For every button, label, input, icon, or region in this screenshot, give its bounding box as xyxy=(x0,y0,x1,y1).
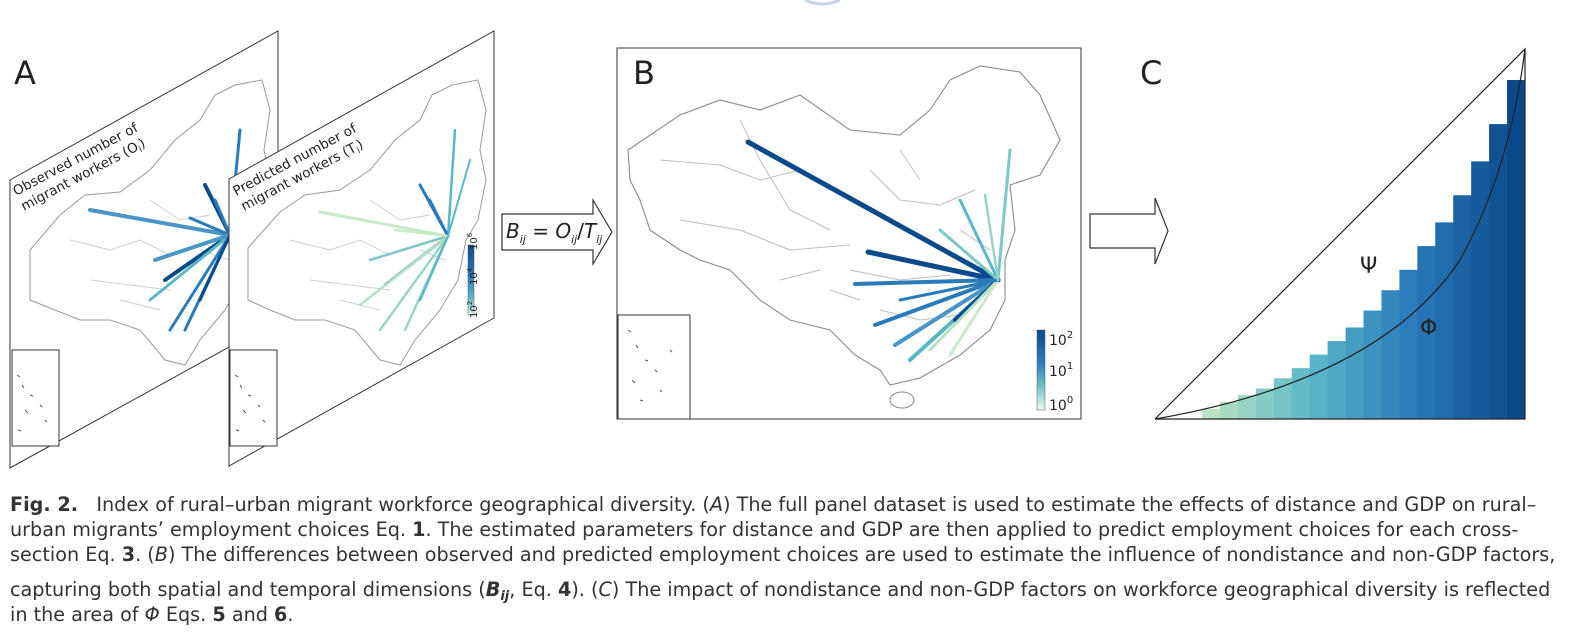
predicted-flow-lines xyxy=(318,128,471,332)
panel-c-triangle xyxy=(1154,47,1526,420)
predicted-inset-box xyxy=(229,349,278,447)
predicted-china-outline xyxy=(247,79,487,366)
panel-a-colorbar-labels: 106 104 102 xyxy=(466,232,480,318)
panel-c-bar xyxy=(1417,246,1436,419)
panel-b-flow-lines xyxy=(745,139,1012,362)
panel-c-bar xyxy=(1363,310,1382,419)
panel-c-lines xyxy=(1154,47,1526,420)
fig-label: Fig. 2. xyxy=(10,493,79,516)
panel-b-label: B xyxy=(633,54,655,92)
panel-c-bar xyxy=(1255,388,1275,419)
panel-c-bar xyxy=(1489,124,1508,419)
panel-b-map: B 102 101 100 xyxy=(616,47,1082,420)
panel-c-bar xyxy=(1453,195,1472,419)
panel-c-bar xyxy=(1471,161,1490,420)
panel-c-bar xyxy=(1273,378,1293,419)
panel-a-label: A xyxy=(14,54,36,92)
panel-c-bar xyxy=(1399,269,1418,419)
arrow-formula: Bij = Oij/Tij xyxy=(506,219,603,246)
panel-c-bar xyxy=(1219,402,1239,419)
svg-text:106: 106 xyxy=(466,232,480,250)
panel-c-lorenz-curve xyxy=(1154,48,1526,420)
panel-a-colorbar xyxy=(467,244,475,316)
panel-b-colorbar xyxy=(1036,329,1046,411)
panel-c-bar xyxy=(1381,290,1400,419)
svg-text:104: 104 xyxy=(466,267,480,285)
panel-c-bar xyxy=(1202,408,1221,419)
panel-c-bars xyxy=(1202,80,1526,420)
svg-text:101: 101 xyxy=(1049,361,1073,380)
figure-graphic: A Observed number of migrant workers (Oi… xyxy=(9,0,1526,469)
panel-b-colorbar-labels: 102 101 100 xyxy=(1049,330,1073,414)
svg-text:102: 102 xyxy=(1049,330,1073,349)
panel-c-psi: Ψ xyxy=(1360,254,1377,279)
right-arrow xyxy=(1089,197,1169,265)
svg-text:100: 100 xyxy=(1049,395,1073,414)
panel-c-bar xyxy=(1435,222,1454,419)
panel-c-bar xyxy=(1507,80,1526,419)
panel-c-bar xyxy=(1345,327,1364,419)
figure-caption: Fig. 2. Index of rural–urban migrant wor… xyxy=(10,493,1556,626)
svg-text:102: 102 xyxy=(466,301,480,318)
panel-b-china-outline xyxy=(627,65,1061,386)
panel-c-phi: Φ xyxy=(1420,316,1437,341)
panel-c-bar xyxy=(1327,341,1347,419)
panel-c-bar xyxy=(1237,395,1257,419)
panel-c-bar xyxy=(1291,368,1311,419)
panel-c-bar xyxy=(1309,354,1329,419)
panel-b-inset-box xyxy=(617,314,691,420)
formula-arrow xyxy=(501,197,613,267)
top-arc-decoration xyxy=(804,0,841,6)
observed-inset-box xyxy=(11,349,60,447)
panel-c-label: C xyxy=(1140,54,1162,92)
